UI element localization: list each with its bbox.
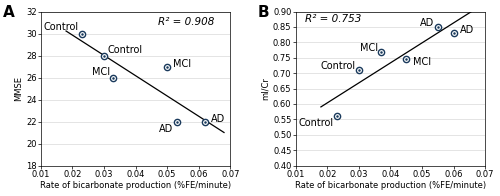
Text: MCI: MCI bbox=[360, 43, 378, 53]
X-axis label: Rate of bicarbonate production (%FE/minute): Rate of bicarbonate production (%FE/minu… bbox=[40, 181, 231, 191]
Text: A: A bbox=[3, 5, 14, 20]
Text: AD: AD bbox=[212, 114, 226, 124]
Text: Control: Control bbox=[298, 118, 334, 128]
Text: Control: Control bbox=[320, 61, 356, 71]
Text: AD: AD bbox=[159, 124, 174, 134]
Y-axis label: mI/Cr: mI/Cr bbox=[261, 77, 270, 100]
Text: MCI: MCI bbox=[174, 59, 192, 69]
Text: MCI: MCI bbox=[412, 57, 430, 67]
Text: B: B bbox=[258, 5, 270, 20]
Text: AD: AD bbox=[420, 18, 434, 28]
Y-axis label: MMSE: MMSE bbox=[14, 76, 23, 101]
Text: R² = 0.753: R² = 0.753 bbox=[305, 14, 362, 24]
Text: Control: Control bbox=[44, 22, 78, 32]
X-axis label: Rate of bicarbonate production (%FE/minute): Rate of bicarbonate production (%FE/minu… bbox=[295, 181, 486, 191]
Text: R² = 0.908: R² = 0.908 bbox=[158, 17, 214, 27]
Text: Control: Control bbox=[107, 45, 142, 55]
Text: AD: AD bbox=[460, 25, 474, 35]
Text: MCI: MCI bbox=[92, 67, 110, 77]
